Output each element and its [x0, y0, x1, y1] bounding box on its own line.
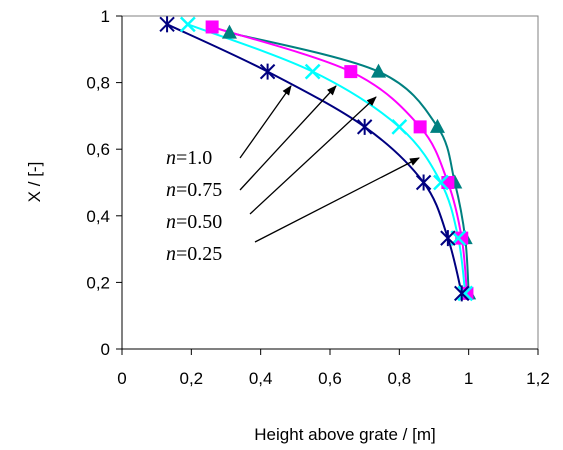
annotation-label: n=0.75: [166, 179, 222, 201]
y-tick-label: 0,2: [86, 273, 110, 292]
y-tick-label: 0: [101, 340, 110, 359]
data-point-x: [457, 285, 474, 302]
data-point-asterisk: [259, 63, 276, 80]
y-tick-label: 1: [101, 7, 110, 26]
data-point-square: [413, 120, 427, 134]
data-point-x: [433, 174, 449, 191]
x-tick-label: 0,8: [388, 369, 412, 388]
annotation-label: n=1.0: [166, 147, 212, 169]
axes: 0 0,2 0,4 0,6 0,8 1 1,2 0 0,2 0,4 0,6 0,8 1: [86, 7, 549, 388]
annotation-label: n=0.50: [166, 211, 222, 233]
annotation-label: n=0.25: [166, 243, 222, 265]
data-point-square: [344, 65, 358, 79]
x-tick-label: 0: [117, 369, 126, 388]
data-point-triangle: [429, 118, 445, 133]
x-tick-label: 0,2: [180, 369, 204, 388]
data-point-asterisk: [440, 230, 456, 247]
x-tick-label: 1: [464, 369, 473, 388]
data-point-asterisk: [159, 16, 175, 33]
data-point-triangle: [371, 63, 387, 78]
y-axis-title: X / [-]: [25, 162, 44, 203]
data-point-asterisk: [356, 118, 373, 135]
y-tick-label: 0,6: [86, 140, 110, 159]
x-tick-label: 0,6: [318, 369, 342, 388]
data-point-x: [304, 63, 321, 80]
y-tick-label: 0,8: [86, 74, 110, 93]
data-point-square: [455, 231, 469, 245]
data-point-asterisk: [454, 285, 470, 302]
x-axis-title: Height above grate / [m]: [254, 425, 435, 444]
annotations: n=1.0 n=0.75 n=0.50 n=0.25: [166, 85, 420, 265]
data-point-square: [441, 176, 455, 189]
annotation-arrow: [254, 157, 420, 243]
annotation-arrow: [239, 85, 292, 159]
data-point-asterisk: [415, 174, 432, 191]
y-tick-label: 0,4: [86, 207, 110, 226]
data-point-x: [179, 16, 196, 33]
x-tick-label: 0,4: [249, 369, 273, 388]
series-markers: [159, 16, 477, 302]
x-tick-label: 1,2: [526, 369, 550, 388]
data-point-triangle: [221, 24, 237, 39]
annotation-arrow: [239, 85, 337, 191]
data-point-square: [205, 20, 219, 34]
data-point-x: [391, 119, 408, 135]
annotation-arrow: [249, 96, 377, 215]
